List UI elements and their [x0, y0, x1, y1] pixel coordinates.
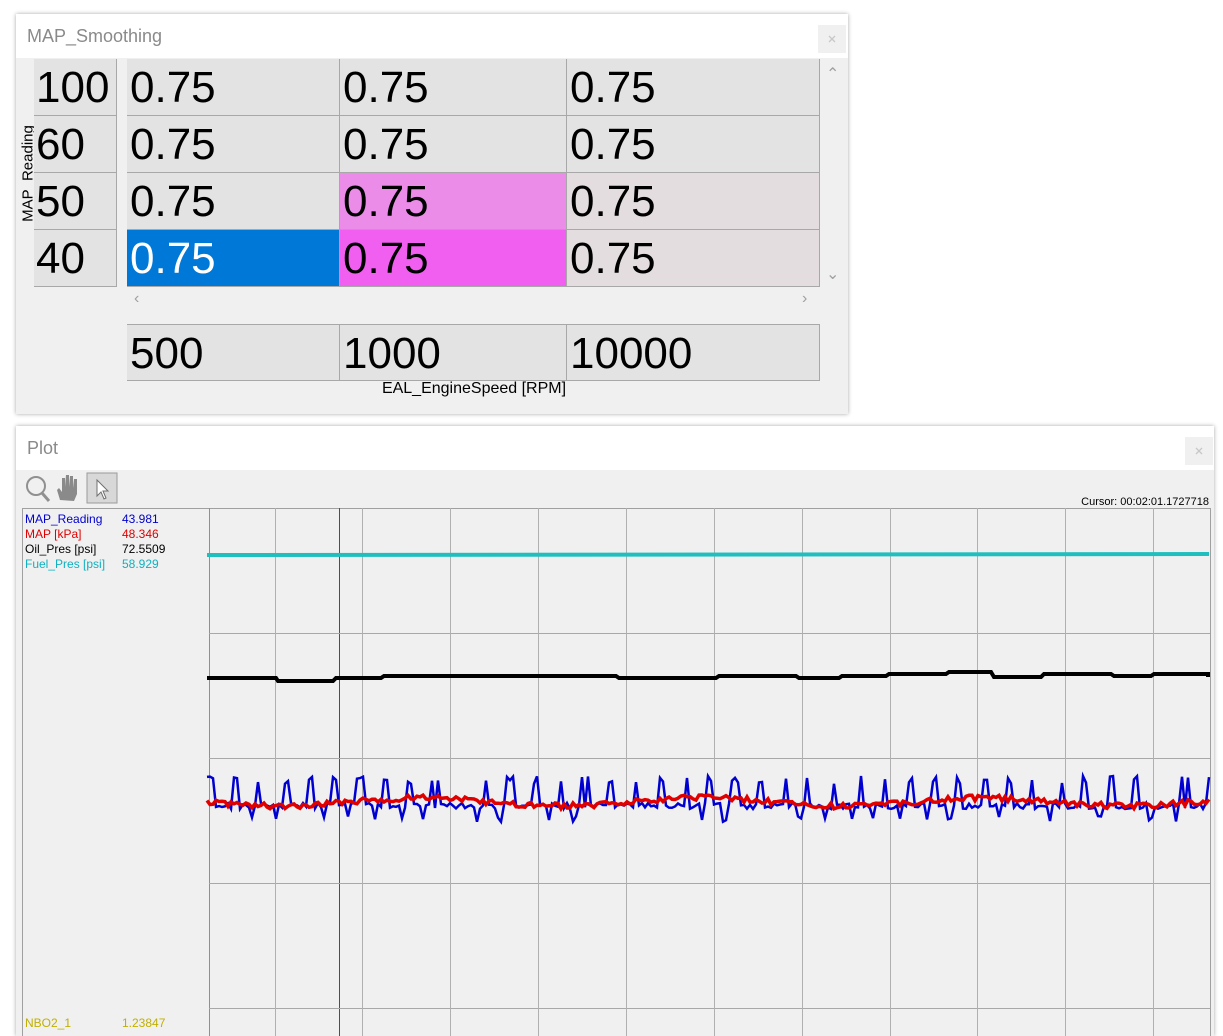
fuel-pressure-trace	[207, 554, 1209, 555]
x-axis-label: EAL_EngineSpeed [RPM]	[127, 380, 821, 398]
legend-value: 48.346	[122, 527, 159, 541]
table-cell[interactable]: 0.75	[340, 59, 567, 116]
column-header: 500	[127, 324, 340, 381]
column-header: 1000	[340, 324, 567, 381]
legend-name: MAP [kPa]	[25, 527, 81, 541]
oil-pressure-trace	[207, 672, 1208, 681]
column-header: 10000	[567, 324, 820, 381]
legend-value: 58.929	[122, 557, 159, 571]
plot-frame	[23, 509, 1211, 1036]
scroll-down[interactable]: ⌄	[826, 264, 839, 284]
legend-value: 72.5509	[122, 542, 165, 556]
scroll-up[interactable]: ⌃	[826, 64, 839, 84]
table-cell[interactable]: 0.75	[127, 230, 340, 287]
legend-name: Oil_Pres [psi]	[25, 542, 96, 556]
window-title: MAP_Smoothing	[27, 26, 162, 47]
table-cell[interactable]: 0.75	[127, 116, 340, 173]
map-reading-trace	[207, 776, 1209, 822]
table-cell[interactable]: 0.75	[567, 116, 820, 173]
table-cell[interactable]: 0.75	[567, 59, 820, 116]
scroll-right[interactable]: ›	[802, 290, 807, 308]
legend-name: Fuel_Pres [psi]	[25, 557, 105, 571]
table-cell[interactable]: 0.75	[127, 59, 340, 116]
row-header: 60	[34, 116, 117, 173]
legend-name: NBO2_1	[25, 1016, 71, 1030]
legend-value: 1.23847	[122, 1016, 165, 1030]
close-button[interactable]	[818, 25, 846, 53]
legend-name: MAP_Reading	[25, 512, 102, 526]
table-cell[interactable]: 0.75	[567, 173, 820, 230]
plot-window: Plot Cursor: 00:02:01.1727718 MAP_Readin…	[16, 426, 1214, 1036]
legend-value: 43.981	[122, 512, 159, 526]
row-header: 100	[34, 59, 117, 116]
plot-area	[16, 426, 1214, 1036]
table-cell[interactable]: 0.75	[340, 230, 567, 287]
row-header: 40	[34, 230, 117, 287]
table-cell[interactable]: 0.75	[127, 173, 340, 230]
scroll-left[interactable]: ‹	[134, 290, 139, 308]
row-header: 50	[34, 173, 117, 230]
table-cell[interactable]: 0.75	[567, 230, 820, 287]
table-cell[interactable]: 0.75	[340, 173, 567, 230]
table-cell[interactable]: 0.75	[340, 116, 567, 173]
title-bar: MAP_Smoothing	[16, 14, 848, 58]
